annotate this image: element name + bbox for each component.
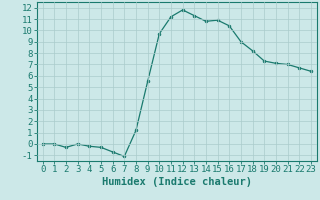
X-axis label: Humidex (Indice chaleur): Humidex (Indice chaleur) <box>102 177 252 187</box>
